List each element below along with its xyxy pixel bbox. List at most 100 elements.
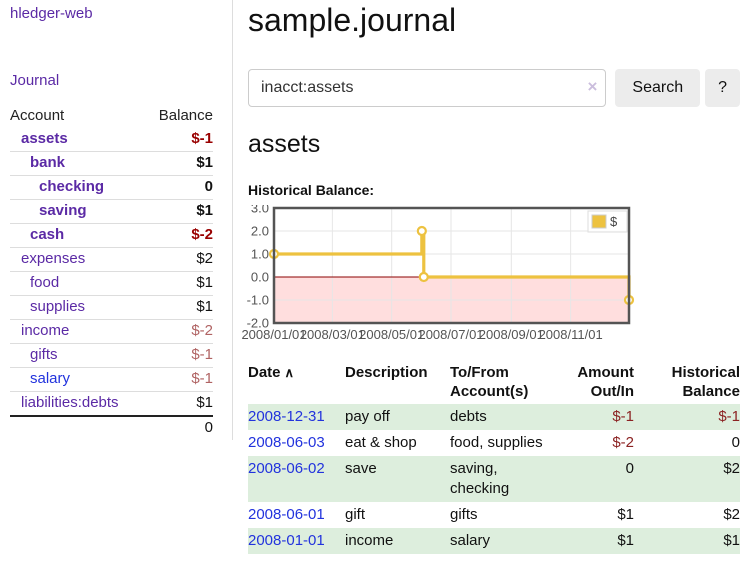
register-row: 2008-12-31 pay off debts $-1 $-1 xyxy=(248,404,740,430)
account-row: liabilities:debts $1 xyxy=(10,391,213,415)
account-link-assets[interactable]: assets xyxy=(21,130,68,147)
search-button[interactable]: Search xyxy=(615,69,701,107)
data-point-marker xyxy=(416,225,427,237)
transaction-accounts-cell: food, supplies xyxy=(450,434,543,451)
x-tick-label: 2008/01/01 xyxy=(241,327,306,342)
account-link-liabilities-debts[interactable]: liabilities:debts xyxy=(21,394,119,411)
account-balance: $1 xyxy=(196,394,213,411)
account-link-supplies[interactable]: supplies xyxy=(30,298,86,315)
account-row: income $-2 xyxy=(10,319,213,343)
transaction-balance-cell: 0 xyxy=(731,434,740,451)
description-column-header: Description xyxy=(345,364,428,381)
date-column-header[interactable]: Date ∧ xyxy=(248,364,295,381)
transaction-date-cell: 2008-06-01 xyxy=(248,502,345,528)
y-tick-label: -2.0 xyxy=(247,316,269,331)
register-row: 2008-06-02 save saving, checking 0 $2 xyxy=(248,456,740,502)
transaction-date-cell: 2008-12-31 xyxy=(248,404,345,430)
account-balance: $1 xyxy=(196,202,213,219)
account-row: food $1 xyxy=(10,271,213,295)
account-column-header: Account xyxy=(10,107,65,124)
x-tick-label: 2008/11/01 xyxy=(539,327,603,342)
account-link-checking[interactable]: checking xyxy=(39,178,105,195)
transaction-amount-cell: 0 xyxy=(625,460,634,477)
clear-search-icon[interactable]: × xyxy=(587,77,598,96)
account-link-gifts[interactable]: gifts xyxy=(30,346,58,363)
account-balance: $2 xyxy=(196,250,213,267)
account-column-header: To/From Account(s) xyxy=(450,364,529,400)
transaction-date-cell: 2008-06-03 xyxy=(248,430,345,456)
x-tick-label: 2008/09/01 xyxy=(479,327,544,342)
account-link-expenses[interactable]: expenses xyxy=(21,250,86,267)
accounts-total-value: 0 xyxy=(204,419,213,436)
y-tick-label: 3.0 xyxy=(251,205,269,216)
transaction-description-cell: income xyxy=(345,532,394,549)
account-row: supplies $1 xyxy=(10,295,213,319)
register-row: 2008-06-01 gift gifts $1 $2 xyxy=(248,502,740,528)
transaction-balance-cell: $2 xyxy=(723,506,740,523)
register-header-row: Date ∧ Description To/From Account(s) Amo… xyxy=(248,363,740,404)
y-tick-label: 2.0 xyxy=(251,224,269,239)
transaction-description-cell: eat & shop xyxy=(345,434,417,451)
transaction-description-cell: save xyxy=(345,460,377,477)
account-link-food[interactable]: food xyxy=(30,274,60,291)
x-tick-label: 2008/03/01 xyxy=(300,327,365,342)
transaction-amount-cell: $-2 xyxy=(612,434,634,451)
balance-column-header: Balance xyxy=(158,107,213,124)
account-balance: $-1 xyxy=(191,370,213,387)
balance-column-header: Historical Balance xyxy=(671,364,740,400)
transaction-date-link[interactable]: 2008-06-01 xyxy=(248,506,325,523)
y-tick-label: 0.0 xyxy=(251,270,269,285)
accounts-table: Account Balance assets $-1 bank $1 checking 0… xyxy=(10,105,213,440)
register-row: 2008-06-03 eat & shop food, supplies $-2 0 xyxy=(248,430,740,456)
account-balance: $-2 xyxy=(191,226,213,243)
transaction-description-cell: pay off xyxy=(345,408,390,425)
legend-swatch xyxy=(591,214,607,229)
sidebar: hledger-web Journal Account Balance asse… xyxy=(0,0,233,440)
amount-column-header: Amount Out/In xyxy=(577,364,634,400)
transaction-date-link[interactable]: 2008-12-31 xyxy=(248,408,325,425)
transaction-amount-cell: $1 xyxy=(617,506,634,523)
account-balance: $-2 xyxy=(191,322,213,339)
transaction-description-cell: gift xyxy=(345,506,366,523)
y-tick-label: -1.0 xyxy=(247,293,269,308)
search-form: × Search ? xyxy=(248,69,740,107)
account-balance: $1 xyxy=(196,274,213,291)
account-balance: $1 xyxy=(196,154,213,171)
historical-balance-chart[interactable]: $3.0 2.0 1.0 0.0 -1.0 -2.0 2008/01/01 2008/03/0… xyxy=(240,201,640,347)
transaction-date-cell: 2008-01-01 xyxy=(248,528,345,554)
transaction-date-link[interactable]: 2008-06-02 xyxy=(248,460,325,477)
search-input[interactable] xyxy=(248,69,607,107)
help-button[interactable]: ? xyxy=(705,69,740,107)
app-title: hledger-web xyxy=(10,5,93,22)
account-row: checking 0 xyxy=(10,175,213,199)
chart-svg: $3.0 2.0 1.0 0.0 -1.0 -2.02008/01/012008/03/0… xyxy=(241,201,635,342)
account-link-saving[interactable]: saving xyxy=(39,202,87,219)
account-row: cash $-2 xyxy=(10,223,213,247)
transaction-balance-cell: $-1 xyxy=(718,408,740,425)
journal-nav-link[interactable]: Journal xyxy=(10,72,60,89)
account-link-cash[interactable]: cash xyxy=(30,226,65,243)
legend-label: $ xyxy=(610,214,618,229)
account-balance: $-1 xyxy=(191,130,213,147)
account-link-salary[interactable]: salary xyxy=(30,370,71,387)
accounts-total-row: 0 xyxy=(10,415,213,440)
transaction-date-link[interactable]: 2008-01-01 xyxy=(248,532,325,549)
transaction-balance-cell: $2 xyxy=(723,460,740,477)
account-link-income[interactable]: income xyxy=(21,322,70,339)
x-tick-label: 2008/07/01 xyxy=(418,327,483,342)
account-row: salary $-1 xyxy=(10,367,213,391)
y-tick-label: 1.0 xyxy=(251,247,269,262)
account-balance: $1 xyxy=(196,298,213,315)
data-point-marker xyxy=(418,271,429,283)
account-heading: assets xyxy=(248,130,321,158)
x-tick-label: 2008/05/01 xyxy=(359,327,424,342)
transaction-date-link[interactable]: 2008-06-03 xyxy=(248,434,325,451)
plot-border xyxy=(272,206,631,325)
account-link-bank[interactable]: bank xyxy=(30,154,66,171)
transaction-accounts-cell: debts xyxy=(450,408,487,425)
search-box: × xyxy=(248,69,607,107)
accounts-table-header: Account Balance xyxy=(10,105,213,128)
transaction-amount-cell: $-1 xyxy=(612,408,634,425)
account-balance: $-1 xyxy=(191,346,213,363)
main-content: sample.journal × Search ? assets Histori… xyxy=(233,0,742,554)
